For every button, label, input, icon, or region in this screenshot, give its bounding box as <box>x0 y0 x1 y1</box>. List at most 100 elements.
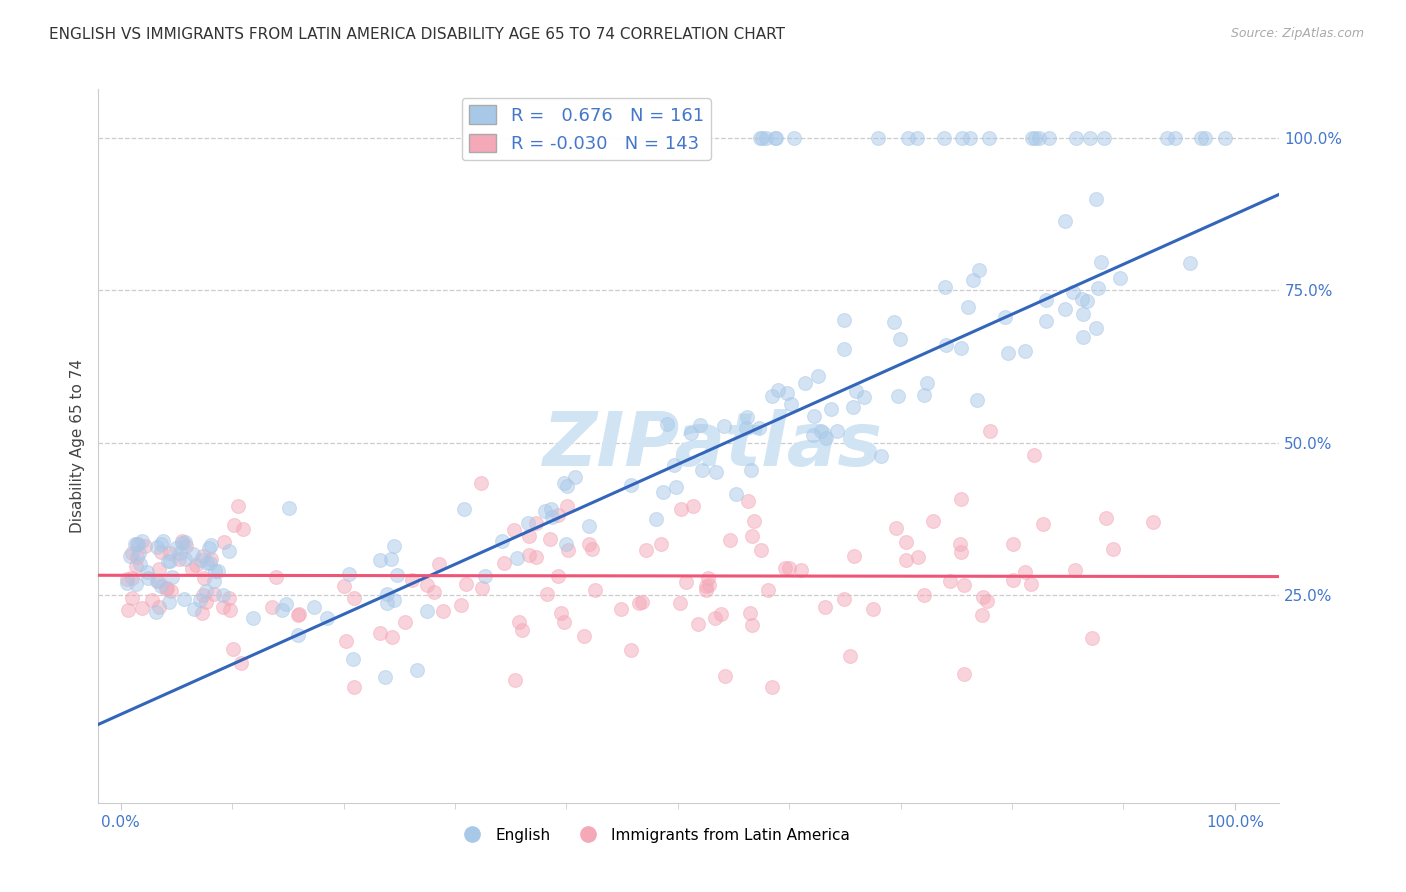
Point <box>679 425 702 440</box>
Point <box>825 424 848 438</box>
Point <box>136 566 159 580</box>
Point <box>453 502 475 516</box>
Point <box>718 533 741 547</box>
Point <box>136 571 159 585</box>
Point <box>1021 131 1043 145</box>
Point <box>540 502 562 516</box>
Point <box>741 528 763 542</box>
Point <box>741 618 763 632</box>
Point <box>194 583 217 598</box>
Point <box>761 680 783 694</box>
Point <box>343 591 366 605</box>
Point <box>737 494 759 508</box>
Point <box>222 518 245 533</box>
Point <box>554 537 576 551</box>
Point <box>905 131 928 145</box>
Legend: English, Immigrants from Latin America: English, Immigrants from Latin America <box>451 822 856 848</box>
Point <box>883 315 905 329</box>
Point <box>1024 448 1046 462</box>
Point <box>474 568 496 582</box>
Point <box>950 131 973 145</box>
Point <box>117 603 139 617</box>
Point <box>783 131 806 145</box>
Point <box>1085 192 1108 206</box>
Point <box>1019 577 1042 591</box>
Point <box>832 342 855 356</box>
Point <box>1076 294 1098 309</box>
Point <box>160 584 183 599</box>
Point <box>145 605 167 619</box>
Point <box>952 666 974 681</box>
Point <box>949 536 972 550</box>
Point <box>713 418 735 433</box>
Point <box>578 537 600 551</box>
Point <box>957 301 980 315</box>
Point <box>776 385 799 400</box>
Point <box>1090 255 1112 269</box>
Point <box>343 680 366 694</box>
Point <box>953 578 976 592</box>
Point <box>385 568 408 582</box>
Point <box>675 574 697 589</box>
Point <box>1035 293 1057 307</box>
Point <box>167 552 190 566</box>
Point <box>226 499 249 513</box>
Point <box>994 310 1017 324</box>
Point <box>174 535 197 549</box>
Point <box>979 424 1001 438</box>
Point <box>555 478 578 492</box>
Point <box>276 598 298 612</box>
Point <box>368 625 391 640</box>
Point <box>470 476 492 491</box>
Point <box>845 384 868 399</box>
Point <box>634 543 657 558</box>
Point <box>375 597 398 611</box>
Point <box>689 418 711 433</box>
Point <box>842 549 865 563</box>
Point <box>557 542 579 557</box>
Point <box>342 651 364 665</box>
Point <box>423 585 446 599</box>
Point <box>755 131 778 145</box>
Point <box>232 522 254 536</box>
Point <box>198 541 221 556</box>
Point <box>749 543 772 558</box>
Point <box>934 280 956 294</box>
Point <box>221 642 243 657</box>
Point <box>381 630 404 644</box>
Point <box>125 549 148 564</box>
Point <box>1062 285 1084 300</box>
Point <box>218 544 240 558</box>
Point <box>204 564 226 578</box>
Text: Source: ZipAtlas.com: Source: ZipAtlas.com <box>1230 27 1364 40</box>
Point <box>432 604 454 618</box>
Point <box>506 551 529 566</box>
Point <box>756 583 779 598</box>
Point <box>553 475 575 490</box>
Point <box>172 535 194 549</box>
Point <box>820 401 842 416</box>
Point <box>748 131 770 145</box>
Point <box>394 615 416 630</box>
Point <box>219 603 242 617</box>
Point <box>1087 281 1109 295</box>
Point <box>287 607 309 622</box>
Point <box>541 510 564 524</box>
Point <box>191 549 214 564</box>
Point <box>713 669 735 683</box>
Point <box>972 607 994 622</box>
Point <box>765 131 787 145</box>
Point <box>976 594 998 608</box>
Point <box>152 533 174 548</box>
Point <box>959 131 981 145</box>
Point <box>695 579 717 593</box>
Point <box>406 663 429 677</box>
Point <box>200 551 222 566</box>
Point <box>508 615 530 629</box>
Point <box>935 338 957 352</box>
Point <box>333 579 356 593</box>
Point <box>650 537 672 551</box>
Point <box>218 591 240 605</box>
Point <box>207 564 229 578</box>
Point <box>807 369 830 384</box>
